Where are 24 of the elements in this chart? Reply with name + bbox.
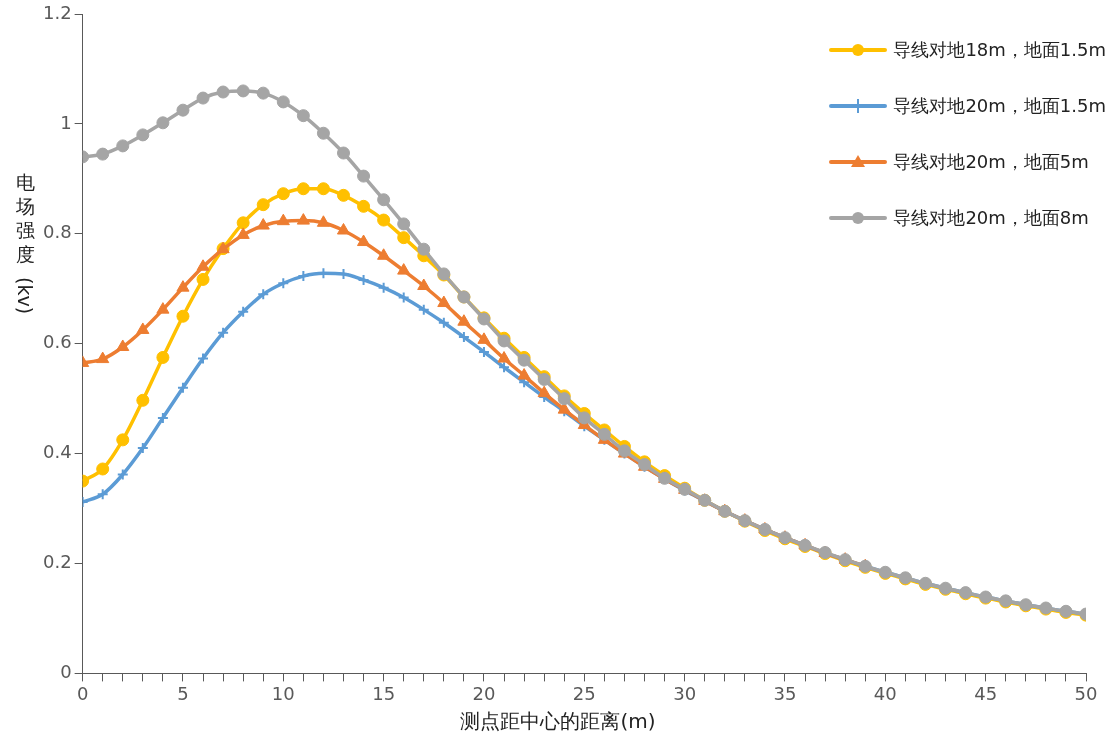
x-tick-label: 30: [673, 682, 697, 704]
y-axis-title: 电场强度(kv): [13, 170, 37, 315]
legend-label: 导线对地18m，地面1.5m: [893, 38, 1106, 62]
y-tick-label: 0.2: [42, 551, 72, 573]
y-tick-label: 1: [60, 111, 72, 133]
x-tick-label: 35: [773, 682, 797, 704]
x-tick-label: 20: [472, 682, 496, 704]
x-tick-label: 10: [271, 682, 295, 704]
x-tick-label: 50: [1074, 682, 1098, 704]
legend-label: 导线对地20m，地面5m: [893, 150, 1089, 174]
y-tick-label: 1.2: [42, 1, 72, 23]
x-tick-label: 15: [372, 682, 396, 704]
x-tick-label: 25: [572, 682, 596, 704]
x-tick-label: 45: [974, 682, 998, 704]
x-tick-label: 5: [177, 682, 189, 704]
x-axis-title: 测点距中心的距离(m): [459, 708, 657, 735]
legend-label: 导线对地20m，地面8m: [893, 206, 1089, 230]
y-tick-label: 0.4: [42, 441, 72, 463]
x-tick-label: 40: [873, 682, 897, 704]
y-tick-label: 0.6: [42, 331, 72, 353]
y-tick-label: 0.8: [42, 221, 72, 243]
legend-label: 导线对地20m，地面1.5m: [893, 94, 1106, 118]
y-tick-label: 0: [60, 661, 72, 683]
x-tick-label: 0: [76, 682, 89, 704]
